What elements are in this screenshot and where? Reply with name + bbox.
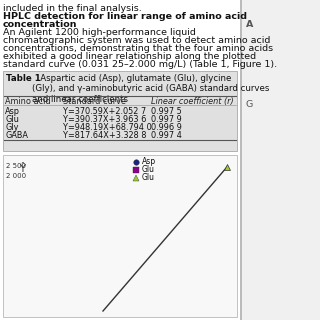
Bar	[240, 0, 242, 320]
Text: 2 500: 2 500	[6, 163, 26, 169]
Text: included in the final analysis.: included in the final analysis.	[3, 4, 142, 13]
Text: An Agilent 1200 high-performance liquid: An Agilent 1200 high-performance liquid	[3, 28, 196, 37]
Text: 0.997 5: 0.997 5	[151, 107, 182, 116]
Text: standard curve (0.031 25–2.000 mg/L) (Table 1, Figure 1).: standard curve (0.031 25–2.000 mg/L) (Ta…	[3, 60, 277, 69]
Text: Glu: Glu	[5, 115, 19, 124]
Text: 2 000: 2 000	[6, 173, 26, 179]
Text: exhibited a good linear relationship along the plotted: exhibited a good linear relationship alo…	[3, 52, 256, 61]
Text: Y=948.19X+68.794 0: Y=948.19X+68.794 0	[63, 123, 152, 132]
Text: concentration: concentration	[3, 20, 77, 29]
Text: 0.996 9: 0.996 9	[151, 123, 182, 132]
Text: Asp: Asp	[142, 157, 156, 166]
Text: Y=817.64X+3.328 8: Y=817.64X+3.328 8	[63, 131, 147, 140]
Text: 0.997 4: 0.997 4	[151, 131, 182, 140]
Text: Glu: Glu	[142, 165, 155, 174]
Bar	[0, 0, 240, 320]
Text: GABA: GABA	[5, 131, 28, 140]
Text: Standard curve: Standard curve	[63, 97, 126, 106]
Text: Aspartic acid (Asp), glutamate (Glu), glycine
(Gly), and γ-aminobutyric acid (GA: Aspartic acid (Asp), glutamate (Glu), gl…	[32, 74, 269, 104]
Bar	[3, 71, 237, 151]
Text: 0.997 9: 0.997 9	[151, 115, 182, 124]
Text: Glu: Glu	[142, 173, 155, 182]
Text: Asp: Asp	[5, 107, 20, 116]
Text: Table 1: Table 1	[6, 74, 41, 83]
Text: concentrations, demonstrating that the four amino acids: concentrations, demonstrating that the f…	[3, 44, 273, 53]
Bar	[242, 0, 320, 320]
Text: Y=370.59X+2.052 7: Y=370.59X+2.052 7	[63, 107, 146, 116]
Text: Amino acid: Amino acid	[5, 97, 51, 106]
Text: Y=390.37X+3.963 6: Y=390.37X+3.963 6	[63, 115, 146, 124]
Text: chromatographic system was used to detect amino acid: chromatographic system was used to detec…	[3, 36, 270, 45]
Text: Linear coefficient (r): Linear coefficient (r)	[151, 97, 234, 106]
Text: G: G	[246, 100, 253, 109]
Text: A: A	[246, 20, 253, 29]
Text: Gly: Gly	[5, 123, 18, 132]
Text: HPLC detection for linear range of amino acid: HPLC detection for linear range of amino…	[3, 12, 247, 21]
Text: Ŷ: Ŷ	[19, 164, 25, 174]
Bar	[3, 155, 237, 317]
